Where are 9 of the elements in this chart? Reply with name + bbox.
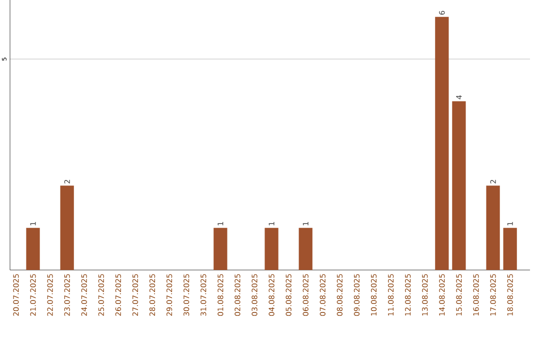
bar bbox=[214, 228, 228, 270]
bar bbox=[60, 186, 74, 270]
bar bbox=[435, 16, 449, 270]
bar bbox=[26, 228, 40, 270]
bar bbox=[264, 228, 278, 270]
bar bbox=[452, 101, 466, 270]
bar bbox=[298, 228, 312, 270]
bar bbox=[503, 228, 517, 270]
bar bbox=[486, 186, 500, 270]
